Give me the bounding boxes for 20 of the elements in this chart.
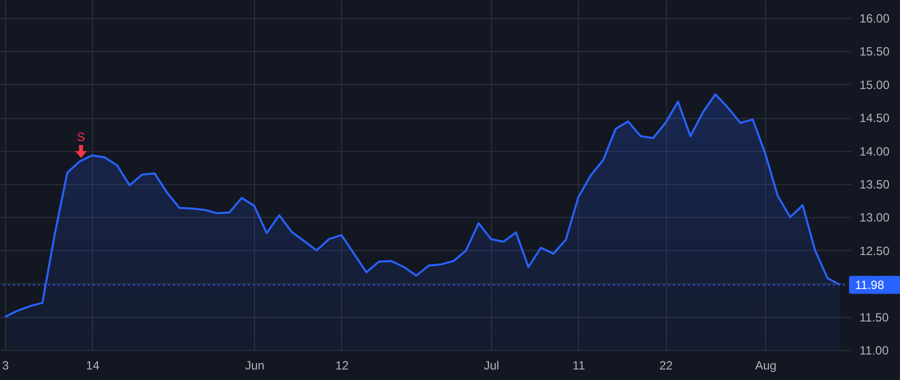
x-tick-label: 3 (2, 358, 10, 372)
y-tick-label: 14.50 (860, 111, 890, 126)
y-tick-label: 15.00 (860, 78, 890, 92)
ref-line-label: 11.98 (855, 278, 884, 292)
y-tick-label: 16.00 (860, 11, 890, 26)
x-tick-label: 11 (572, 358, 586, 372)
y-tick-label: 12.50 (860, 244, 890, 258)
x-tick-label: Aug (755, 358, 776, 372)
x-tick-label: 14 (86, 358, 100, 372)
annotation: S (76, 130, 86, 144)
x-tick-label: Jun (245, 358, 264, 372)
y-tick-label: 13.00 (860, 210, 890, 225)
y-tick-label: 13.50 (860, 177, 890, 192)
x-tick-label: Jul (484, 358, 500, 372)
x-tick-label: 12 (335, 358, 349, 372)
y-tick-label: 11.00 (860, 344, 889, 358)
y-tick-label: 15.50 (860, 44, 890, 59)
y-tick-label: 14.00 (860, 144, 890, 158)
x-tick-label: 22 (659, 358, 674, 372)
y-tick-label: 11.50 (860, 310, 889, 324)
